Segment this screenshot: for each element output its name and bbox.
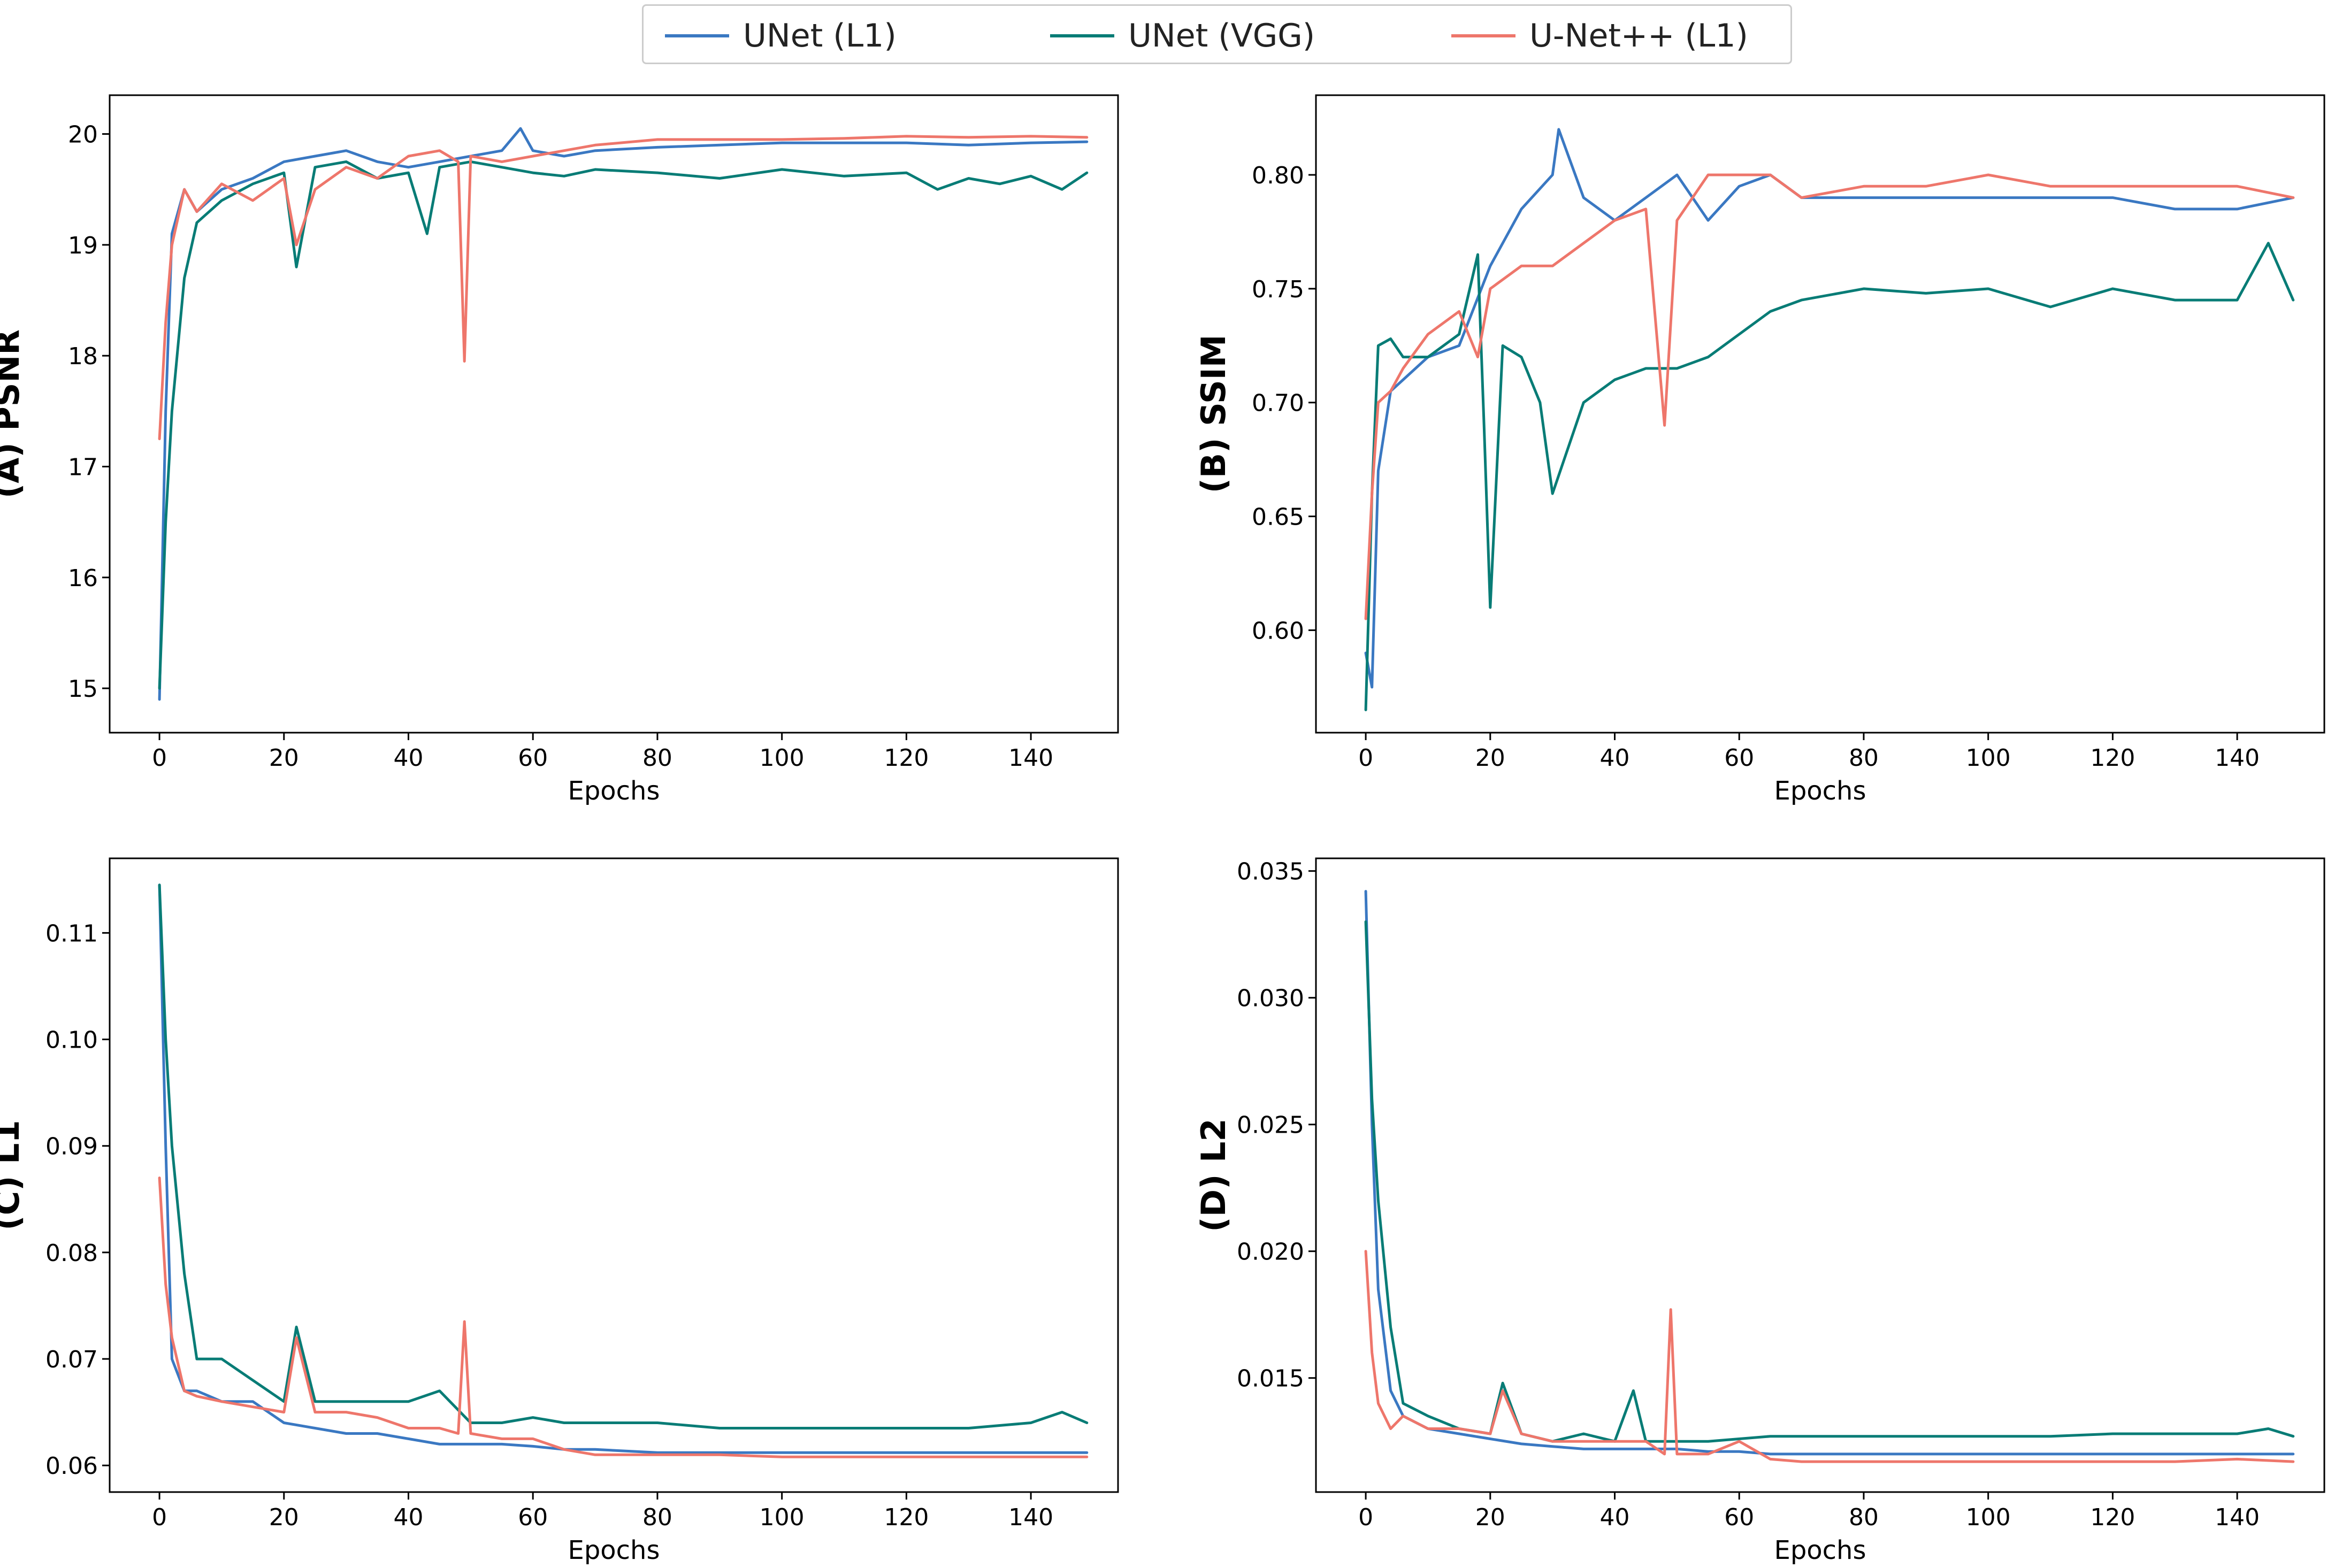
chart-panel-3: 0 20 40 60 80 100 120 140 0.015 0.020 0.025 0.030 0.…	[1194, 857, 2325, 1565]
legend-label-unet-l1: UNet (L1)	[743, 17, 897, 55]
y-tick-label-2-3: 0.09	[45, 1133, 98, 1160]
y-tick-label-2-4: 0.10	[45, 1027, 98, 1054]
legend-label-unetpp-l1: U-Net++ (L1)	[1529, 17, 1748, 55]
plot-frame-1	[1315, 94, 2325, 734]
x-tick-label-0-0: 0	[152, 744, 167, 772]
plot-frame-0	[109, 94, 1119, 734]
y-tick-label-3-2: 0.025	[1237, 1112, 1304, 1139]
series-line-1-0	[1364, 128, 2295, 689]
series-line-3-0	[1364, 890, 2295, 1456]
legend-swatch-unet-l1	[665, 34, 729, 37]
x-tick-label-1-7: 140	[2215, 744, 2260, 772]
x-tick-label-3-1: 20	[1475, 1504, 1505, 1531]
x-tick-label-1-2: 40	[1600, 744, 1630, 772]
y-tick-label-2-1: 0.07	[45, 1346, 98, 1373]
y-tick-label-0-5: 20	[68, 121, 98, 149]
y-tick-label-3-0: 0.015	[1237, 1365, 1304, 1393]
legend-swatch-unetpp-l1	[1451, 34, 1515, 37]
y-tick-label-1-4: 0.80	[1252, 162, 1304, 189]
series-line-1-2	[1364, 173, 2295, 620]
x-tick-label-0-4: 80	[642, 744, 672, 772]
y-tick-label-0-1: 16	[68, 565, 98, 592]
y-tick-label-1-2: 0.70	[1252, 390, 1304, 417]
y-axis-label-2: (C) L1	[0, 1120, 27, 1230]
legend-label-unet-vgg: UNet (VGG)	[1128, 17, 1315, 55]
series-line-2-0	[158, 883, 1089, 1454]
y-tick-label-0-3: 18	[68, 343, 98, 370]
y-tick-label-0-2: 17	[68, 454, 98, 481]
series-line-1-1	[1364, 242, 2295, 711]
x-tick-label-3-3: 60	[1724, 1504, 1754, 1531]
x-tick-label-3-6: 120	[2090, 1504, 2135, 1531]
y-axis-label-0: (A) PSNR	[0, 329, 27, 498]
plot-frame-2	[109, 857, 1119, 1493]
x-tick-label-0-3: 60	[518, 744, 548, 772]
y-tick-label-1-3: 0.75	[1252, 276, 1304, 303]
legend: UNet (L1) UNet (VGG) U-Net++ (L1)	[642, 4, 1792, 64]
x-tick-label-2-4: 80	[642, 1504, 672, 1531]
y-axis-label-3: (D) L2	[1194, 1118, 1233, 1232]
series-line-0-2	[158, 135, 1089, 441]
y-tick-label-0-4: 19	[68, 232, 98, 259]
y-tick-label-0-0: 15	[68, 675, 98, 703]
x-tick-label-0-1: 20	[269, 744, 299, 772]
x-tick-label-1-6: 120	[2090, 744, 2135, 772]
y-axis-label-1: (B) SSIM	[1194, 335, 1233, 494]
x-tick-label-1-3: 60	[1724, 744, 1754, 772]
x-tick-label-0-2: 40	[394, 744, 424, 772]
plot-frame-3	[1315, 857, 2325, 1493]
x-tick-label-1-5: 100	[1966, 744, 2011, 772]
y-tick-label-2-2: 0.08	[45, 1240, 98, 1267]
series-line-3-1	[1364, 920, 2295, 1443]
x-axis-label-0: Epochs	[568, 776, 660, 806]
series-line-2-2	[158, 1177, 1089, 1458]
series-line-3-2	[1364, 1250, 2295, 1463]
x-tick-label-3-7: 140	[2215, 1504, 2260, 1531]
y-tick-label-1-1: 0.65	[1252, 504, 1304, 531]
x-tick-label-3-0: 0	[1358, 1504, 1373, 1531]
y-tick-label-3-4: 0.035	[1237, 858, 1304, 886]
x-tick-label-0-7: 140	[1008, 744, 1053, 772]
x-tick-label-2-3: 60	[518, 1504, 548, 1531]
legend-item-unet-l1: UNet (L1)	[665, 6, 897, 66]
x-tick-label-2-2: 40	[394, 1504, 424, 1531]
x-tick-label-1-0: 0	[1358, 744, 1373, 772]
x-tick-label-2-1: 20	[269, 1504, 299, 1531]
x-tick-label-1-1: 20	[1475, 744, 1505, 772]
y-tick-label-3-1: 0.020	[1237, 1239, 1304, 1266]
x-tick-label-3-2: 40	[1600, 1504, 1630, 1531]
y-tick-label-3-3: 0.030	[1237, 985, 1304, 1012]
legend-swatch-unet-vgg	[1050, 34, 1114, 37]
x-tick-label-3-4: 80	[1849, 1504, 1879, 1531]
y-tick-label-1-0: 0.60	[1252, 617, 1304, 644]
y-tick-label-2-0: 0.06	[45, 1452, 98, 1480]
chart-panel-0: 0 20 40 60 80 100 120 140 15 16 17 18 19 20 Epochs (A) …	[0, 94, 1119, 806]
x-tick-label-0-5: 100	[760, 744, 805, 772]
x-tick-label-2-6: 120	[884, 1504, 929, 1531]
chart-panel-1: 0 20 40 60 80 100 120 140 0.60 0.65 0.70 0.75 0.80 Ep…	[1194, 94, 2325, 806]
legend-item-unet-vgg: UNet (VGG)	[1050, 6, 1315, 66]
series-line-0-0	[158, 127, 1089, 701]
x-axis-label-3: Epochs	[1774, 1535, 1866, 1565]
chart-panel-2: 0 20 40 60 80 100 120 140 0.06 0.07 0.08 0.09 0.10 0.…	[0, 857, 1119, 1565]
series-line-2-1	[158, 883, 1089, 1429]
x-tick-label-2-0: 0	[152, 1504, 167, 1531]
x-axis-label-2: Epochs	[568, 1535, 660, 1565]
x-tick-label-0-6: 120	[884, 744, 929, 772]
x-tick-label-2-7: 140	[1008, 1504, 1053, 1531]
x-axis-label-1: Epochs	[1774, 776, 1866, 806]
legend-item-unetpp-l1: U-Net++ (L1)	[1451, 6, 1748, 66]
x-tick-label-1-4: 80	[1849, 744, 1879, 772]
x-tick-label-2-5: 100	[760, 1504, 805, 1531]
y-tick-label-2-5: 0.11	[45, 920, 98, 947]
x-tick-label-3-5: 100	[1966, 1504, 2011, 1531]
